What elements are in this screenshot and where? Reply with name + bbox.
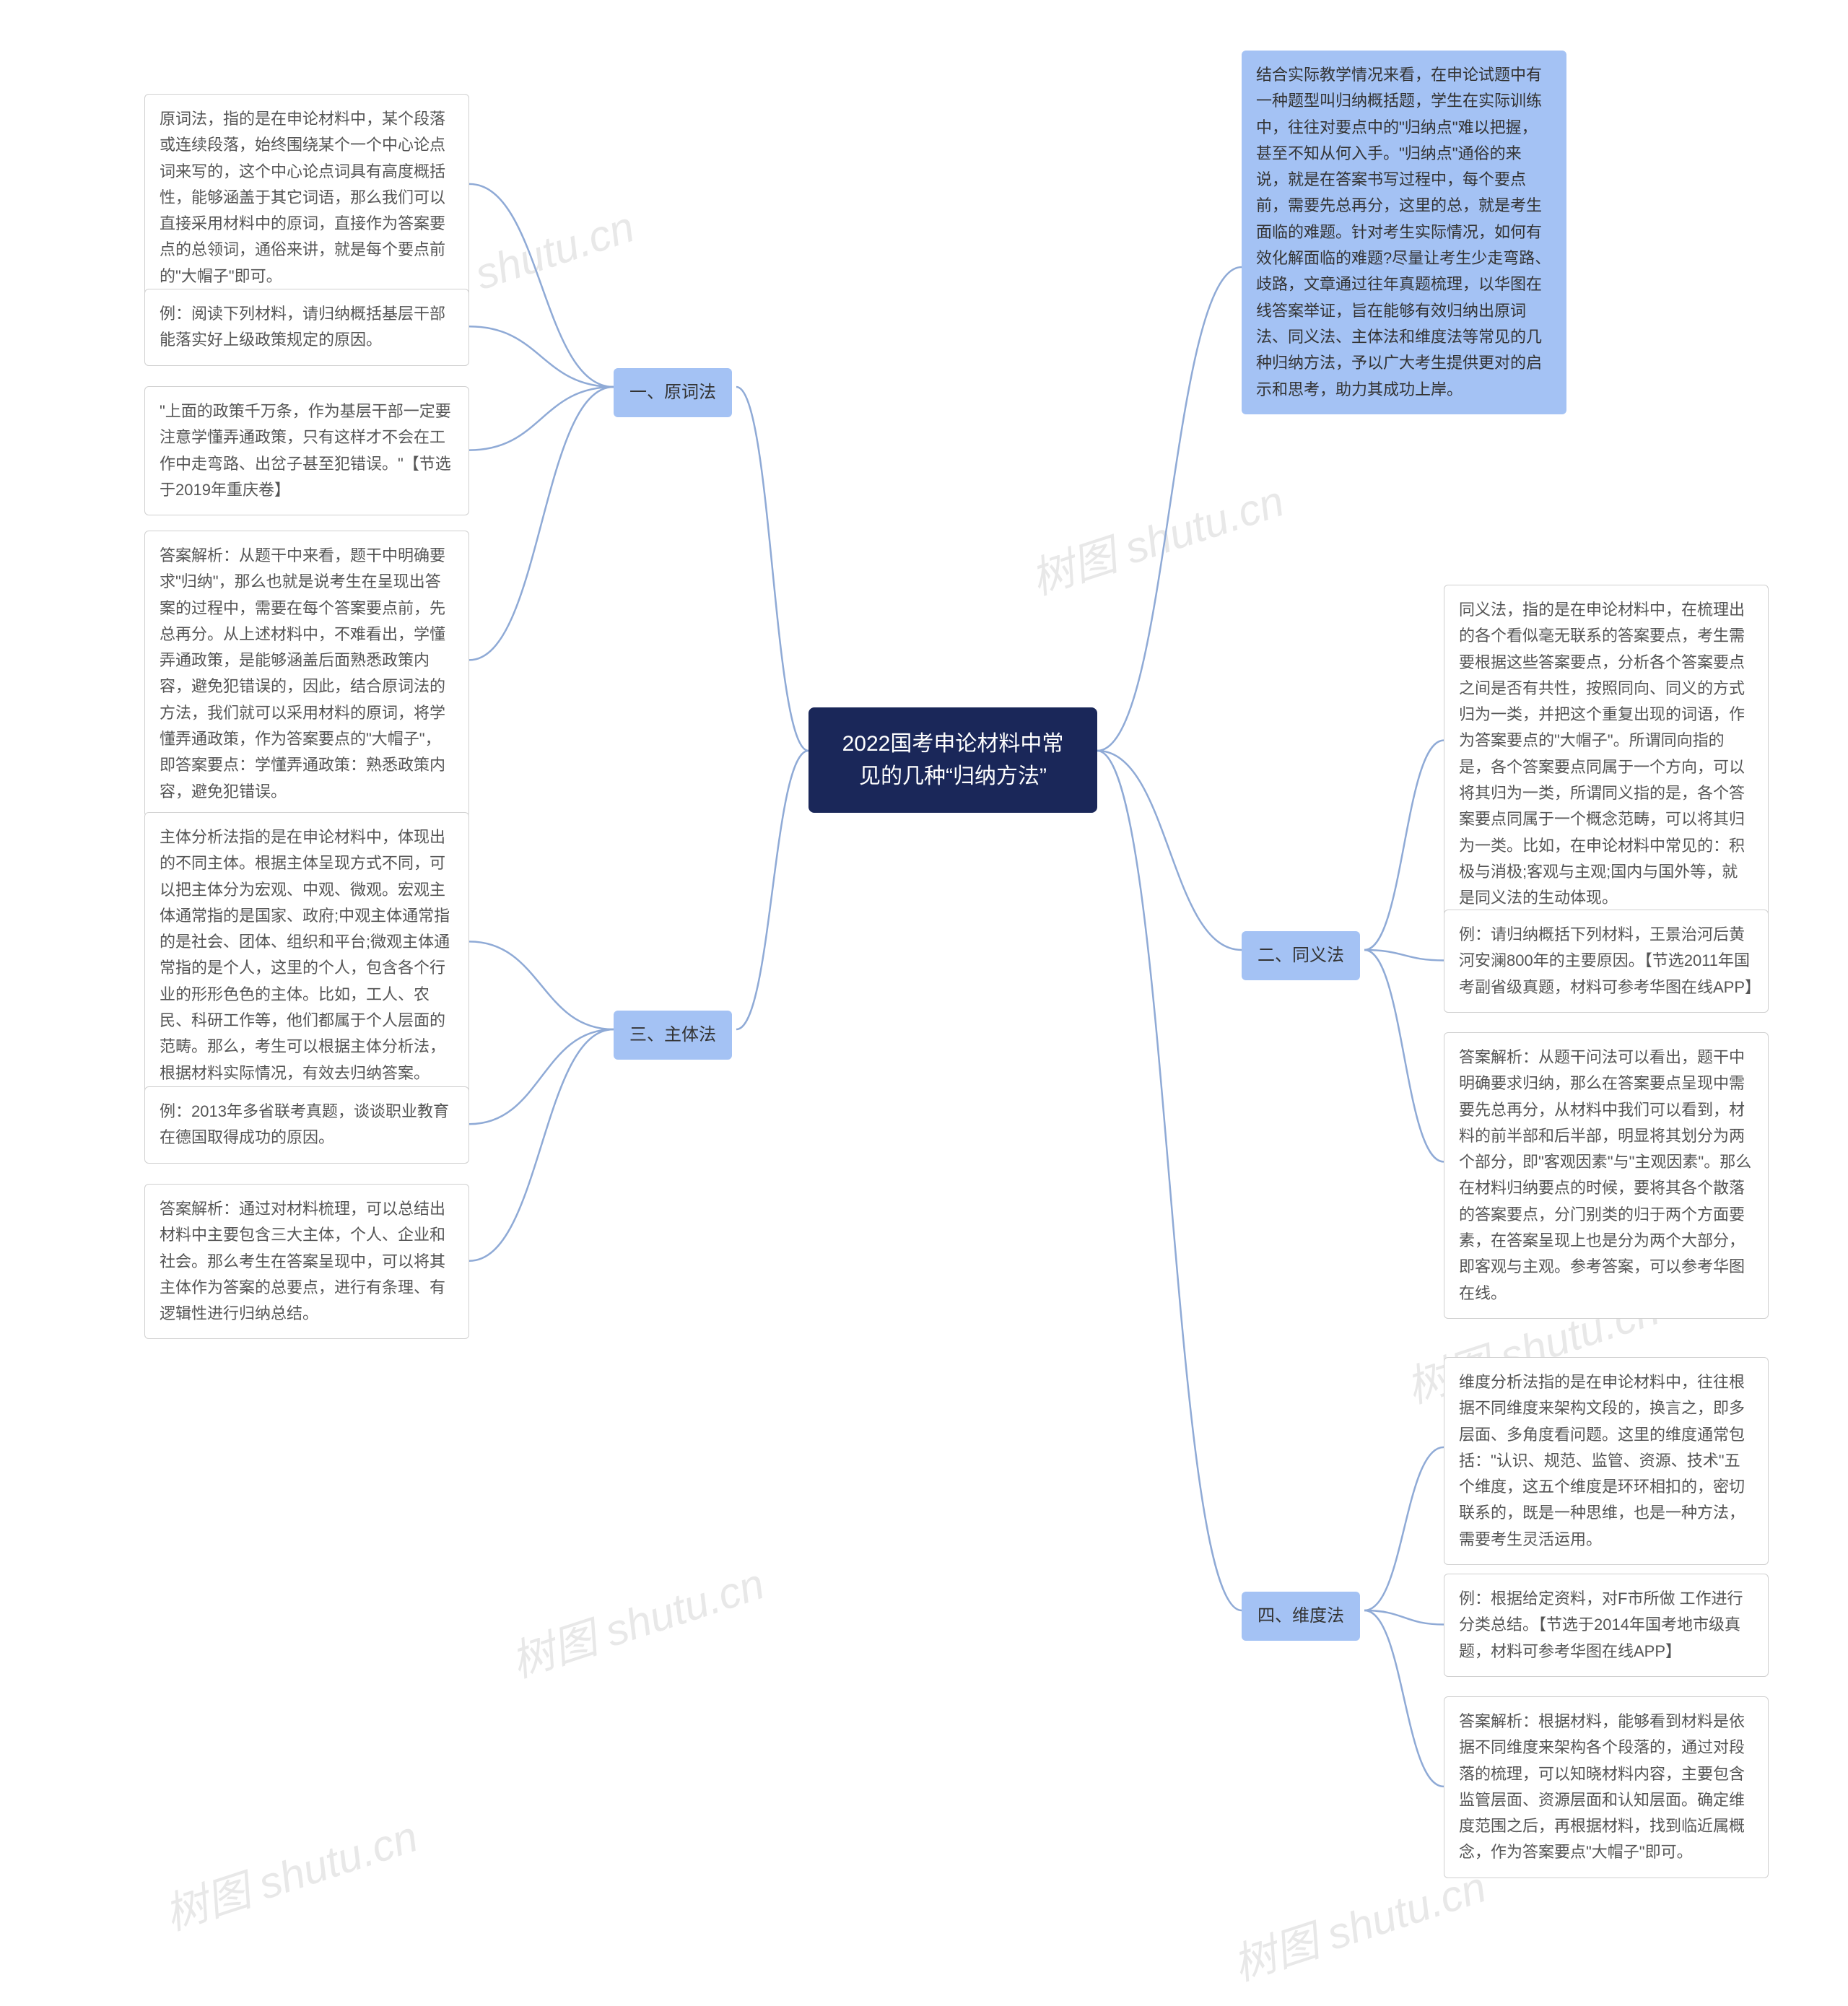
branch-b3: 三、主体法: [614, 1011, 732, 1060]
leaf-b2-1: 例：请归纳概括下列材料，王景治河后黄河安澜800年的主要原因。【节选2011年国…: [1444, 910, 1769, 1013]
leaf-b1-0: 原词法，指的是在申论材料中，某个段落或连续段落，始终围绕某个一个中心论点词来写的…: [144, 94, 469, 302]
leaf-b1-2: "上面的政策千万条，作为基层干部一定要注意学懂弄通政策，只有这样才不会在工作中走…: [144, 386, 469, 515]
watermark: 树图 shutu.cn: [155, 1802, 424, 1942]
branch-b4: 四、维度法: [1242, 1592, 1360, 1641]
leaf-b1-1: 例：阅读下列材料，请归纳概括基层干部能落实好上级政策规定的原因。: [144, 289, 469, 366]
intro-block: 结合实际教学情况来看，在申论试题中有一种题型叫归纳概括题，学生在实际训练中，往往…: [1242, 51, 1566, 414]
leaf-b4-2: 答案解析：根据材料，能够看到材料是依据不同维度来架构各个段落的，通过对段落的梳理…: [1444, 1696, 1769, 1878]
leaf-b4-0: 维度分析法指的是在申论材料中，往往根据不同维度来架构文段的，换言之，即多层面、多…: [1444, 1357, 1769, 1565]
leaf-b1-3: 答案解析：从题干中来看，题干中明确要求"归纳"，那么也就是说考生在呈现出答案的过…: [144, 531, 469, 817]
watermark: 树图 shutu.cn: [1021, 466, 1291, 607]
leaf-b2-2: 答案解析：从题干问法可以看出，题干中明确要求归纳，那么在答案要点呈现中需要先总再…: [1444, 1032, 1769, 1319]
leaf-b2-0: 同义法，指的是在申论材料中，在梳理出的各个看似毫无联系的答案要点，考生需要根据这…: [1444, 585, 1769, 924]
branch-b1: 一、原词法: [614, 368, 732, 417]
branch-b2: 二、同义法: [1242, 931, 1360, 980]
watermark: 树图 shutu.cn: [502, 1549, 771, 1690]
center-topic: 2022国考申论材料中常见的几种“归纳方法”: [808, 707, 1097, 813]
leaf-b3-0: 主体分析法指的是在申论材料中，体现出的不同主体。根据主体呈现方式不同，可以把主体…: [144, 812, 469, 1099]
leaf-b4-1: 例：根据给定资料，对F市所做 工作进行分类总结。【节选于2014年国考地市级真题…: [1444, 1574, 1769, 1677]
leaf-b3-1: 例：2013年多省联考真题，谈谈职业教育在德国取得成功的原因。: [144, 1086, 469, 1164]
leaf-b3-2: 答案解析：通过对材料梳理，可以总结出材料中主要包含三大主体，个人、企业和社会。那…: [144, 1184, 469, 1339]
